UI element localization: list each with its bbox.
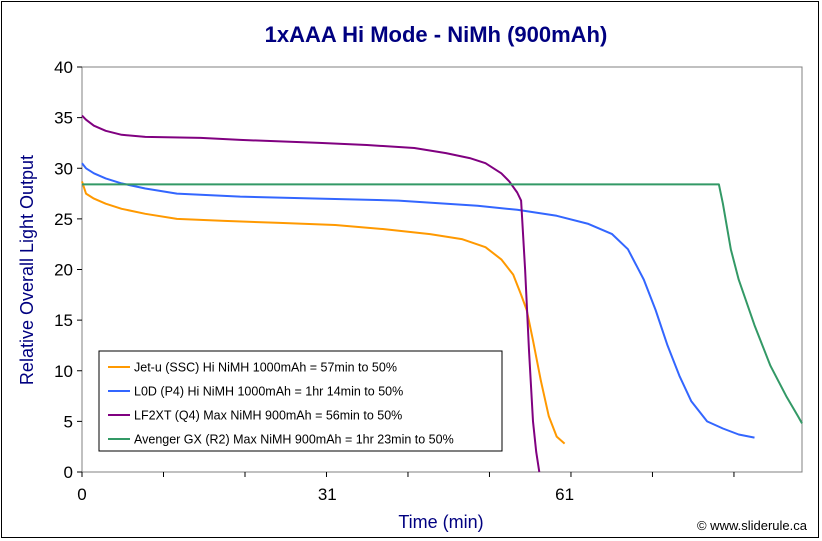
x-axis: 0 31 61 xyxy=(77,472,735,504)
y-tick-label: 35 xyxy=(54,109,73,128)
x-axis-label: Time (min) xyxy=(398,512,483,532)
legend-label: Jet-u (SSC) Hi NiMH 1000mAh = 57min to 5… xyxy=(134,361,397,375)
y-tick-label: 10 xyxy=(54,362,73,381)
x-tick-label: 61 xyxy=(555,485,574,504)
y-tick-label: 30 xyxy=(54,159,73,178)
y-axis: 0 5 10 15 20 25 30 35 40 xyxy=(54,58,82,482)
y-tick-label: 0 xyxy=(64,463,73,482)
credit-text: © www.sliderule.ca xyxy=(697,518,808,533)
legend-label: Avenger GX (R2) Max NiMH 900mAh = 1hr 23… xyxy=(134,433,454,447)
y-tick-label: 40 xyxy=(54,58,73,77)
x-tick-label: 31 xyxy=(318,485,337,504)
legend-box xyxy=(98,350,503,452)
y-axis-label: Relative Overall Light Output xyxy=(17,155,37,385)
y-tick-label: 5 xyxy=(64,412,73,431)
series-line-1 xyxy=(81,181,566,445)
y-tick-label: 20 xyxy=(54,261,73,280)
series-lines xyxy=(81,114,803,473)
series-line-3 xyxy=(81,114,541,473)
legend-label: LF2XT (Q4) Max NiMH 900mAh = 56min to 50… xyxy=(134,409,402,423)
x-tick-label: 0 xyxy=(77,485,86,504)
legend-label: L0D (P4) Hi NiMH 1000mAh = 1hr 14min to … xyxy=(134,385,403,399)
y-tick-label: 25 xyxy=(54,210,73,229)
chart-title: 1xAAA Hi Mode - NiMh (900mAh) xyxy=(265,22,608,47)
series-line-4 xyxy=(82,183,803,424)
y-tick-label: 15 xyxy=(54,311,73,330)
legend: Jet-u (SSC) Hi NiMH 1000mAh = 57min to 5… xyxy=(98,350,503,452)
